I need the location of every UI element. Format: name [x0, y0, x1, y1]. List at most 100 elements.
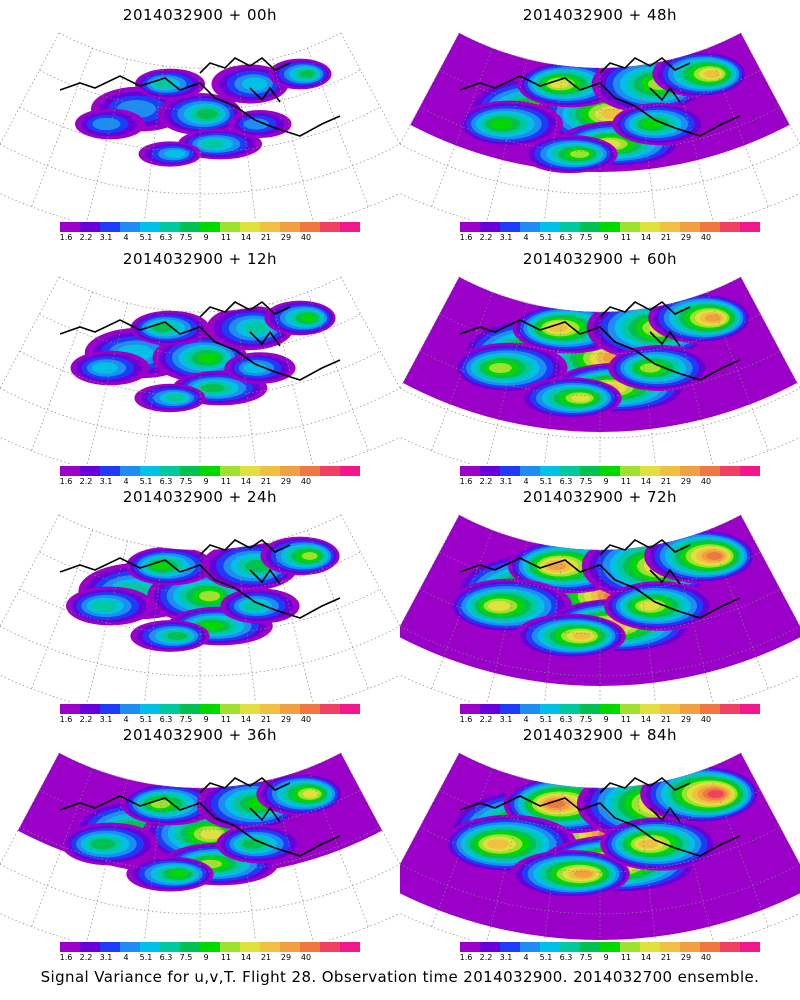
colorbar-swatch [240, 466, 260, 476]
colorbar-swatch [680, 222, 700, 232]
colorbar-label: 21 [660, 233, 672, 242]
colorbar-swatch [160, 222, 180, 232]
colorbar-label: 40 [300, 953, 312, 962]
panel-title: 2014032900 + 84h [522, 726, 678, 744]
colorbar-label: 40 [300, 477, 312, 486]
colorbar-swatch [720, 466, 740, 476]
colorbar-swatch [500, 942, 520, 952]
colorbar-swatch [200, 704, 220, 714]
colorbar-swatch [460, 942, 480, 952]
colorbar-swatch [220, 222, 240, 232]
colorbar-label: 5.1 [539, 715, 553, 724]
colorbar-label: 5.1 [539, 477, 553, 486]
colorbar-swatch [260, 704, 280, 714]
colorbar-swatch [340, 466, 360, 476]
colorbar: 1.6 2.2 3.1 4 5.1 6.3 7.5 9 11 14 21 29 40 [60, 704, 360, 734]
colorbar-swatch [480, 466, 500, 476]
colorbar-label: 6.3 [159, 477, 173, 486]
colorbar-swatch [620, 466, 640, 476]
colorbar-label: 2.2 [479, 953, 493, 962]
colorbar-label: 1.6 [459, 233, 473, 242]
colorbar-label: 14 [640, 233, 652, 242]
colorbar-swatch [180, 704, 200, 714]
colorbar-swatch [560, 704, 580, 714]
colorbar-swatch [660, 222, 680, 232]
colorbar-swatch [480, 704, 500, 714]
colorbar-swatch [640, 704, 660, 714]
colorbar-swatch [640, 222, 660, 232]
colorbar-swatch [60, 704, 80, 714]
colorbar-swatch [640, 466, 660, 476]
colorbar-label: 6.3 [559, 715, 573, 724]
colorbar-label: 3.1 [99, 477, 113, 486]
colorbar-swatch [620, 704, 640, 714]
colorbar-swatch [100, 222, 120, 232]
colorbar-swatch [580, 466, 600, 476]
colorbar: 1.6 2.2 3.1 4 5.1 6.3 7.5 9 11 14 21 29 40 [460, 222, 760, 252]
colorbar-swatch [160, 942, 180, 952]
map-panel-36h: 2014032900 + 36h 1.6 2.2 3.1 4 5.1 6.3 7.5 9 11 14… [0, 720, 400, 964]
colorbar-swatch [200, 466, 220, 476]
colorbar-swatch [680, 942, 700, 952]
colorbar-swatch [600, 466, 620, 476]
coastline [59, 776, 341, 857]
colorbar-label: 4 [523, 477, 529, 486]
colorbar-label: 3.1 [499, 233, 513, 242]
colorbar-label: 7.5 [179, 715, 193, 724]
colorbar-label: 29 [280, 715, 292, 724]
colorbar-swatch [540, 222, 560, 232]
panel-title: 2014032900 + 24h [122, 488, 278, 506]
colorbar-label: 21 [260, 477, 272, 486]
colorbar-swatch [500, 222, 520, 232]
colorbar-swatch [120, 222, 140, 232]
colorbar-label: 6.3 [159, 715, 173, 724]
colorbar-swatch [460, 466, 480, 476]
colorbar-swatch [540, 704, 560, 714]
colorbar-swatch [600, 942, 620, 952]
panel-title: 2014032900 + 00h [122, 6, 278, 24]
colorbar-swatch [320, 942, 340, 952]
colorbar-swatch [720, 222, 740, 232]
coastline [459, 300, 741, 381]
colorbar-swatch [560, 466, 580, 476]
colorbar-swatch [460, 222, 480, 232]
colorbar-label: 9 [603, 715, 609, 724]
colorbar-label: 9 [203, 715, 209, 724]
colorbar-label: 14 [640, 477, 652, 486]
colorbar-swatch [140, 704, 160, 714]
colorbar-label: 6.3 [159, 953, 173, 962]
colorbar-label: 29 [280, 953, 292, 962]
colorbar-swatch [680, 466, 700, 476]
map-panel-60h: 2014032900 + 60h 1.6 2.2 3.1 4 5.1 6.3 7.5 9 11 14… [400, 244, 800, 488]
colorbar-label: 1.6 [59, 477, 73, 486]
colorbar-label: 40 [700, 953, 712, 962]
colorbar-swatch [160, 704, 180, 714]
colorbar-swatch [700, 222, 720, 232]
colorbar-label: 21 [660, 715, 672, 724]
colorbar-label: 29 [680, 953, 692, 962]
colorbar-label: 9 [603, 953, 609, 962]
colorbar-label: 1.6 [459, 715, 473, 724]
variance-map [400, 752, 800, 940]
colorbar-swatch [300, 704, 320, 714]
colorbar-swatch [580, 942, 600, 952]
colorbar-label: 9 [203, 477, 209, 486]
colorbar-swatch [720, 942, 740, 952]
colorbar-swatch [700, 704, 720, 714]
variance-map [0, 752, 400, 940]
colorbar-swatch [520, 704, 540, 714]
colorbar-swatch [80, 942, 100, 952]
colorbar-label: 29 [680, 477, 692, 486]
colorbar-label: 7.5 [579, 477, 593, 486]
colorbar-swatch [620, 222, 640, 232]
colorbar-label: 3.1 [99, 715, 113, 724]
colorbar-swatch [560, 222, 580, 232]
colorbar-label: 4 [523, 233, 529, 242]
colorbar-label: 29 [680, 233, 692, 242]
coastline [59, 56, 341, 137]
colorbar-swatch [100, 942, 120, 952]
colorbar-label: 7.5 [579, 233, 593, 242]
colorbar-label: 14 [240, 477, 252, 486]
colorbar-swatch [600, 704, 620, 714]
colorbar-swatch [520, 222, 540, 232]
